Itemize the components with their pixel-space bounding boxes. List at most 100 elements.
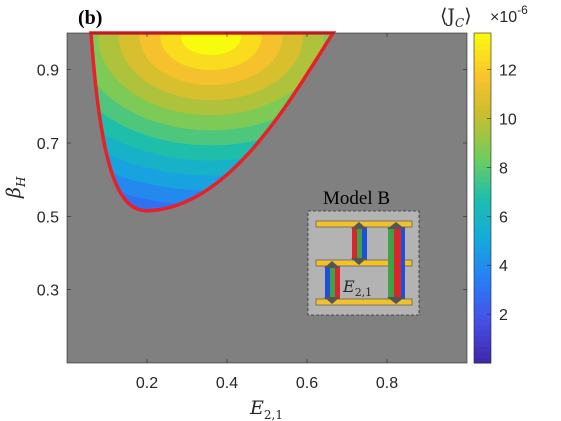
colorbar-tick-label: 6 bbox=[499, 209, 508, 226]
y-tick-label: 0.3 bbox=[37, 283, 59, 300]
inset-arrow-blue-lower bbox=[325, 266, 330, 299]
colorbar-segment bbox=[474, 55, 491, 61]
colorbar-segment bbox=[474, 143, 491, 149]
colorbar-segment bbox=[474, 176, 491, 182]
colorbar-segment bbox=[474, 159, 491, 166]
inset-arrowhead bbox=[351, 258, 367, 265]
colorbar-segment bbox=[474, 209, 491, 215]
inset-arrow-blue-upper bbox=[362, 227, 367, 260]
inset-title: Model B bbox=[323, 188, 390, 209]
colorbar-tick-label: 10 bbox=[499, 112, 517, 129]
inset-arrow-blue-long bbox=[401, 227, 405, 299]
colorbar-segment bbox=[474, 71, 491, 78]
contour-band bbox=[181, 33, 241, 55]
x-axis-label: E2,1 bbox=[249, 397, 283, 421]
colorbar-segment bbox=[474, 346, 491, 353]
colorbar-segment bbox=[474, 115, 491, 122]
colorbar-segment bbox=[474, 214, 491, 221]
colorbar-segment bbox=[474, 324, 491, 331]
colorbar-segment bbox=[474, 247, 491, 254]
colorbar-segment bbox=[474, 99, 491, 105]
colorbar-segment bbox=[474, 38, 491, 45]
colorbar-segment bbox=[474, 49, 491, 56]
colorbar-segment bbox=[474, 126, 491, 133]
x-tick-label: 0.4 bbox=[216, 375, 238, 392]
colorbar-segment bbox=[474, 269, 491, 276]
colorbar-segment bbox=[474, 352, 491, 358]
colorbar-segment bbox=[474, 170, 491, 177]
colorbar-segment bbox=[474, 291, 491, 298]
x-ticks: 0.2 0.4 0.6 0.8 bbox=[136, 33, 398, 392]
y-tick-label: 0.9 bbox=[37, 63, 59, 80]
inset-arrow-red-lower bbox=[335, 266, 340, 299]
colorbar-segment bbox=[474, 275, 491, 281]
colorbar-segment bbox=[474, 236, 491, 243]
colorbar-segment bbox=[474, 335, 491, 342]
colorbar-segment bbox=[474, 181, 491, 188]
colorbar-segment bbox=[474, 286, 491, 292]
inset-arrow-green-lower bbox=[330, 266, 335, 299]
inset-arrowhead bbox=[387, 222, 405, 229]
colorbar-segment bbox=[474, 154, 491, 160]
colorbar-tick-label: 8 bbox=[499, 160, 508, 177]
inset-arrow-red-long bbox=[394, 227, 401, 299]
colorbar-segment bbox=[474, 319, 491, 325]
colorbar-segment bbox=[474, 187, 491, 193]
colorbar-segment bbox=[474, 264, 491, 270]
colorbar-segment bbox=[474, 137, 491, 144]
colorbar-segment bbox=[474, 88, 491, 94]
colorbar-segment bbox=[474, 165, 491, 171]
y-axis-label: βH bbox=[3, 176, 28, 199]
y-ticks: 0.3 0.5 0.7 0.9 bbox=[37, 63, 467, 300]
y-tick-label: 0.7 bbox=[37, 136, 59, 153]
colorbar-segment bbox=[474, 253, 491, 259]
colorbar-segment bbox=[474, 313, 491, 320]
colorbar-segment bbox=[474, 357, 491, 364]
colorbar-segment bbox=[474, 82, 491, 89]
inset-arrowhead bbox=[387, 297, 405, 304]
panel-label: (b) bbox=[78, 7, 102, 29]
colorbar-segment bbox=[474, 258, 491, 265]
colorbar-segment bbox=[474, 280, 491, 287]
colorbar-label: ⟨JC⟩ bbox=[440, 5, 472, 30]
colorbar-multiplier: ×10-6 bbox=[490, 3, 528, 26]
colorbar-segment bbox=[474, 148, 491, 155]
inset-arrow-green-long bbox=[388, 227, 394, 299]
axes-box bbox=[66, 32, 468, 364]
colorbar-segment bbox=[474, 66, 491, 72]
colorbar-segment bbox=[474, 297, 491, 303]
inset-level-bottom bbox=[315, 298, 413, 306]
inset-arrow-green-upper bbox=[357, 227, 362, 260]
colorbar-segment bbox=[474, 198, 491, 204]
svg-text:βH: βH bbox=[3, 176, 28, 199]
inset-arrowhead bbox=[324, 261, 340, 268]
colorbar-segment bbox=[474, 110, 491, 116]
colorbar-segment bbox=[474, 341, 491, 347]
y-tick-label: 0.5 bbox=[37, 209, 59, 226]
colorbar-segment bbox=[474, 330, 491, 336]
x-tick-label: 0.2 bbox=[136, 375, 158, 392]
inset-arrowhead bbox=[351, 222, 367, 229]
colorbar-segment bbox=[474, 220, 491, 226]
colorbar-segment bbox=[474, 93, 491, 100]
colorbar-segment bbox=[474, 121, 491, 127]
inset-arrowhead bbox=[324, 297, 340, 304]
inset-model-b: Model B E2,1 bbox=[307, 188, 420, 316]
colorbar-tick-label: 2 bbox=[499, 307, 508, 324]
region-boundary bbox=[89, 31, 337, 213]
x-tick-label: 0.6 bbox=[296, 375, 318, 392]
colorbar-segment bbox=[474, 302, 491, 309]
colorbar-segment bbox=[474, 231, 491, 237]
x-tick-label: 0.8 bbox=[376, 375, 398, 392]
colorbar-tick-label: 12 bbox=[499, 63, 517, 80]
colorbar-segment bbox=[474, 203, 491, 210]
colorbar-segment bbox=[474, 77, 491, 83]
colorbar bbox=[474, 33, 491, 364]
colorbar-segment bbox=[474, 225, 491, 232]
colorbar-segment bbox=[474, 104, 491, 111]
colorbar-segment bbox=[474, 44, 491, 50]
colorbar-segment bbox=[474, 308, 491, 314]
colorbar-tick-label: 4 bbox=[499, 258, 508, 275]
colorbar-box bbox=[473, 32, 492, 364]
